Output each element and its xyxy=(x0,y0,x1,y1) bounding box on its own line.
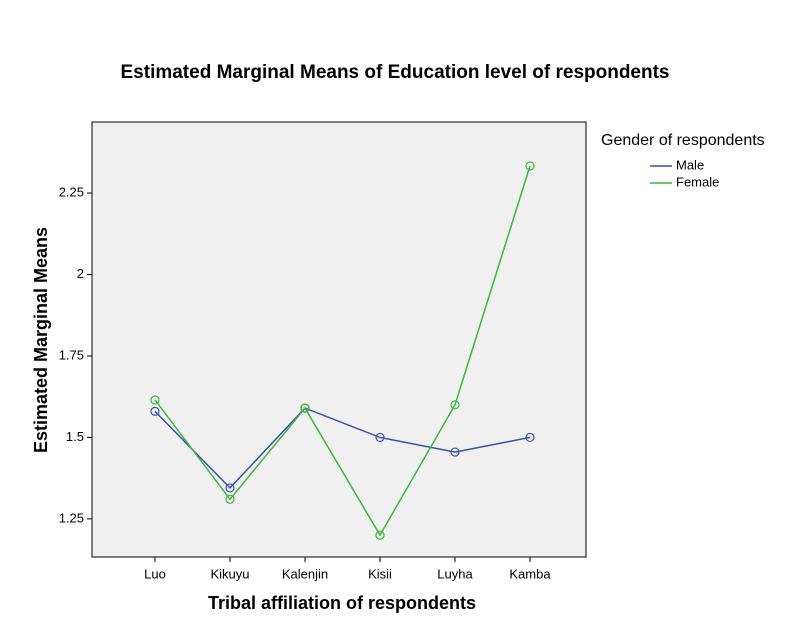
point-marker xyxy=(225,483,235,493)
x-axis-title: Tribal affiliation of respondents xyxy=(208,593,476,613)
point-marker xyxy=(450,447,460,457)
x-tick-label: Luo xyxy=(144,566,166,581)
y-axis-title: Estimated Marginal Means xyxy=(31,227,51,453)
series-line xyxy=(154,165,531,537)
y-tick-label: 1.25 xyxy=(59,510,84,525)
y-tick-label: 2.25 xyxy=(59,184,84,199)
point-marker xyxy=(225,494,235,504)
y-tick-label: 1.5 xyxy=(66,429,84,444)
chart-title: Estimated Marginal Means of Education le… xyxy=(121,62,670,83)
x-tick-label: Kamba xyxy=(509,566,551,581)
point-marker xyxy=(150,406,160,416)
x-tick-label: Kikuyu xyxy=(210,566,249,581)
plot-area xyxy=(91,121,587,558)
y-tick-label: 2 xyxy=(77,266,84,281)
x-tick-label: Luyha xyxy=(437,566,473,581)
legend-label: Male xyxy=(676,157,704,172)
point-marker xyxy=(450,400,460,410)
x-tick-label: Kalenjin xyxy=(282,566,328,581)
series-line xyxy=(154,407,531,490)
y-tick-label: 1.75 xyxy=(59,347,84,362)
legend-title: Gender of respondents xyxy=(601,132,765,149)
legend-label: Female xyxy=(676,174,719,189)
point-marker xyxy=(375,530,385,540)
point-marker xyxy=(525,432,535,443)
point-marker xyxy=(150,395,160,405)
point-marker xyxy=(300,403,310,413)
point-marker xyxy=(375,432,385,443)
point-marker xyxy=(525,161,535,171)
x-tick-label: Kisii xyxy=(368,566,392,581)
